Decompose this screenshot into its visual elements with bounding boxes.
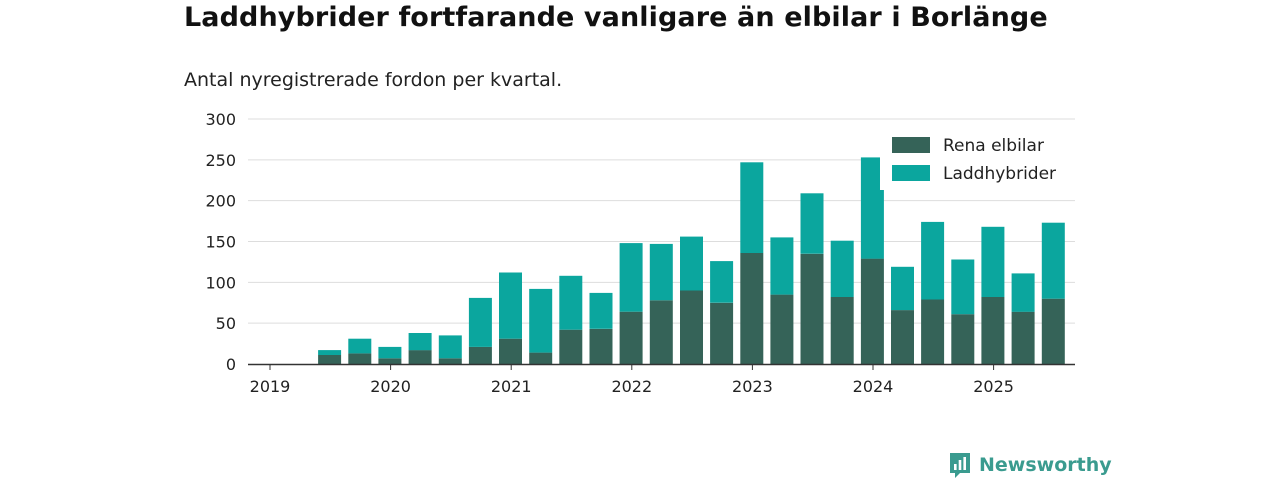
- bar-rena-elbilar: [438, 358, 462, 364]
- x-tick-label: 2020: [370, 377, 411, 396]
- bar-rena-elbilar: [408, 350, 432, 364]
- brand-name: Newsworthy: [979, 454, 1112, 476]
- bar-laddhybrider: [770, 237, 794, 295]
- y-axis-ticks: 0 50 100 150 200 250 300: [205, 110, 236, 374]
- bar-rena-elbilar: [499, 338, 522, 364]
- bar-rena-elbilar: [680, 290, 703, 364]
- bar-rena-elbilar: [649, 300, 673, 364]
- legend-label: Laddhybrider: [943, 164, 1056, 184]
- bar-rena-elbilar: [468, 346, 492, 364]
- bar-rena-elbilar: [921, 299, 945, 364]
- legend-label: Rena elbilar: [943, 136, 1044, 156]
- bar-rena-elbilar: [589, 328, 613, 364]
- y-tick-label: 150: [205, 233, 236, 252]
- bar-laddhybrider: [1011, 273, 1035, 312]
- bar-rena-elbilar: [770, 294, 794, 364]
- bar-rena-elbilar: [800, 253, 824, 365]
- bar-laddhybrider: [740, 162, 764, 253]
- bar-rena-elbilar: [318, 355, 342, 364]
- bar-laddhybrider: [1041, 222, 1065, 299]
- bar-laddhybrider: [921, 221, 945, 300]
- bar-laddhybrider: [680, 236, 703, 291]
- bar-laddhybrider: [589, 292, 613, 329]
- bar-rena-elbilar: [619, 311, 643, 364]
- bar-laddhybrider: [860, 157, 884, 259]
- legend: Rena elbilar Laddhybrider: [880, 128, 1076, 190]
- bar-rena-elbilar: [348, 353, 372, 364]
- y-tick-label: 0: [226, 355, 236, 374]
- x-axis-ticks: 2019 2020 2021 2022 2023 2024 2025: [250, 364, 1014, 396]
- bar-rena-elbilar: [710, 302, 734, 365]
- bar-rena-elbilar: [951, 314, 975, 364]
- bar-rena-elbilar: [891, 310, 914, 364]
- bar-laddhybrider: [318, 350, 342, 355]
- legend-swatch: [892, 165, 930, 181]
- bar-laddhybrider: [951, 259, 975, 315]
- bar-laddhybrider: [408, 333, 432, 351]
- chart-subtitle: Antal nyregistrerade fordon per kvartal.: [184, 69, 563, 91]
- bar-rena-elbilar: [860, 258, 884, 364]
- x-tick-label: 2023: [732, 377, 773, 396]
- bar-rena-elbilar: [378, 358, 402, 364]
- bar-rena-elbilar: [830, 297, 854, 364]
- bar-rena-elbilar: [981, 297, 1005, 364]
- y-tick-label: 200: [205, 192, 236, 211]
- bar-laddhybrider: [529, 288, 553, 353]
- bar-rena-elbilar: [1011, 311, 1035, 364]
- newsworthy-brand: Newsworthy: [948, 451, 1112, 479]
- bar-laddhybrider: [891, 266, 914, 311]
- bar-laddhybrider: [348, 338, 372, 354]
- bar-laddhybrider: [559, 275, 583, 330]
- x-tick-label: 2021: [491, 377, 532, 396]
- bar-laddhybrider: [800, 193, 824, 254]
- x-tick-label: 2024: [853, 377, 894, 396]
- y-tick-label: 50: [216, 314, 236, 333]
- y-tick-label: 300: [205, 110, 236, 129]
- chart-title: Laddhybrider fortfarande vanligare än el…: [184, 2, 1048, 33]
- bar-laddhybrider: [438, 335, 462, 359]
- x-tick-label: 2019: [250, 377, 291, 396]
- bar-rena-elbilar: [740, 252, 764, 364]
- bars: [318, 157, 1065, 365]
- y-tick-label: 250: [205, 151, 236, 170]
- bar-rena-elbilar: [1041, 298, 1065, 364]
- bar-laddhybrider: [649, 243, 673, 301]
- bar-laddhybrider: [619, 243, 643, 312]
- x-tick-label: 2022: [611, 377, 652, 396]
- bar-laddhybrider: [830, 240, 854, 297]
- bar-laddhybrider: [710, 261, 734, 303]
- legend-swatch: [892, 137, 930, 153]
- bar-rena-elbilar: [559, 329, 583, 364]
- bar-laddhybrider: [468, 297, 492, 347]
- newsworthy-logo-icon: [950, 453, 970, 478]
- y-tick-label: 100: [205, 273, 236, 292]
- bar-laddhybrider: [981, 226, 1005, 297]
- bar-rena-elbilar: [529, 352, 553, 364]
- bar-laddhybrider: [378, 346, 402, 359]
- bar-laddhybrider: [499, 272, 522, 339]
- x-tick-label: 2025: [973, 377, 1014, 396]
